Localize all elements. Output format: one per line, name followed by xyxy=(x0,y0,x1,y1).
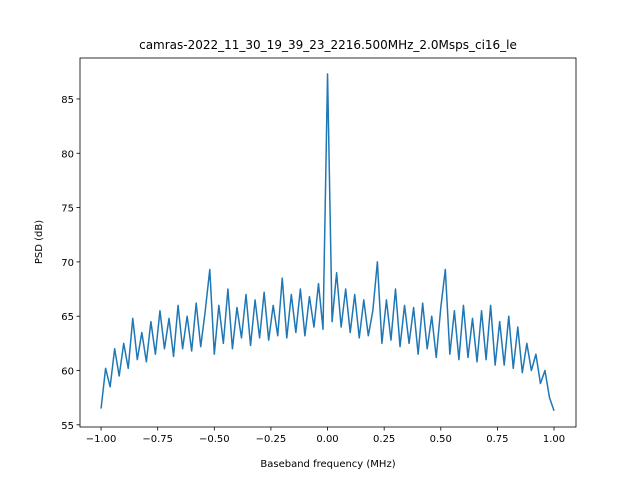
x-tick-label: −1.00 xyxy=(86,434,117,445)
y-tick-label: 60 xyxy=(61,367,74,378)
x-tick-label: −0.75 xyxy=(142,434,173,445)
line-series xyxy=(100,73,555,411)
y-tick-label: 80 xyxy=(61,149,74,160)
axes-frame xyxy=(79,57,577,428)
x-tick-label: 0.50 xyxy=(430,434,452,445)
x-tick-label: 0.00 xyxy=(316,434,338,445)
y-tick-label: 65 xyxy=(61,312,74,323)
x-tick-label: −0.50 xyxy=(199,434,230,445)
x-tick-label: −0.25 xyxy=(256,434,287,445)
y-tick-label: 55 xyxy=(61,421,74,432)
y-tick-label: 85 xyxy=(61,95,74,106)
x-tick-label: 0.25 xyxy=(373,434,395,445)
y-tick-label: 70 xyxy=(61,258,74,269)
y-tick-label: 75 xyxy=(61,204,74,215)
x-axis-label: Baseband frequency (MHz) xyxy=(260,459,395,470)
x-tick-label: 0.75 xyxy=(486,434,508,445)
x-tick-label: 1.00 xyxy=(543,434,565,445)
chart-title: camras-2022_11_30_19_39_23_2216.500MHz_2… xyxy=(139,38,517,52)
y-axis-label: PSD (dB) xyxy=(34,220,45,264)
